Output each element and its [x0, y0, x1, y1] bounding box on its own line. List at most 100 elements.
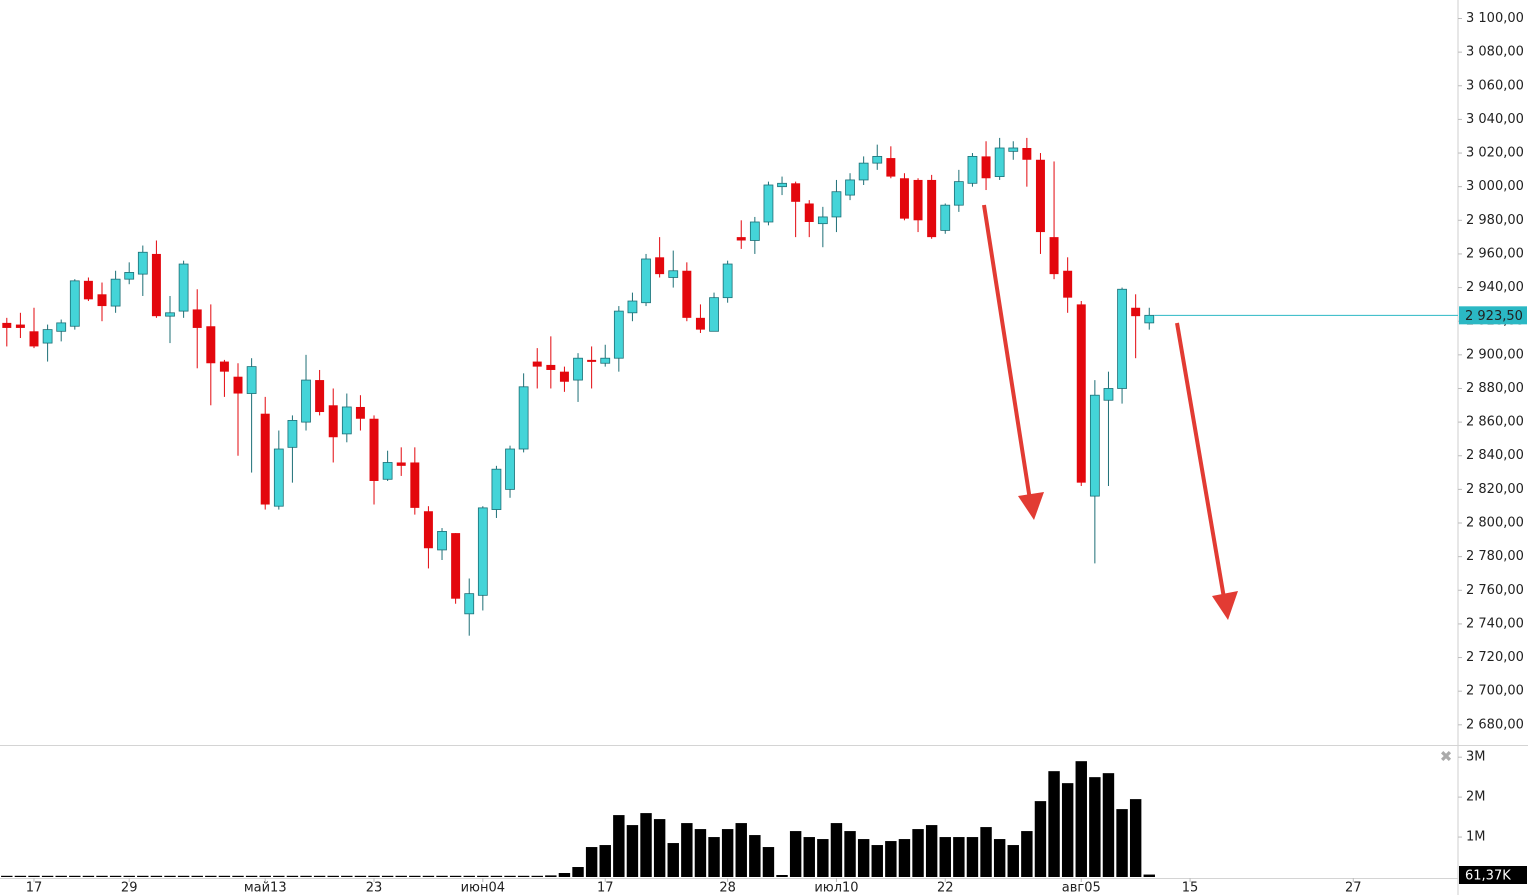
y-tick-label: 3 020,00	[1466, 146, 1524, 161]
candle-body	[940, 204, 951, 231]
volume-bar	[993, 839, 1006, 877]
volume-bar	[694, 829, 707, 877]
volume-bar	[69, 875, 81, 877]
volume-bar	[1, 875, 13, 877]
volume-bar	[1143, 874, 1155, 877]
volume-bar	[96, 875, 108, 877]
candle-body	[763, 184, 774, 223]
candle-body	[777, 182, 787, 188]
volume-bar	[504, 875, 516, 877]
x-tick-label: 28	[719, 881, 736, 895]
candle-body	[695, 317, 705, 330]
candle-body	[831, 191, 842, 218]
x-tick-label: 27	[1345, 881, 1362, 895]
volume-bar	[286, 875, 299, 877]
candle-body	[1008, 147, 1019, 152]
volume-bar	[123, 875, 135, 877]
volume-bar	[55, 875, 67, 877]
x-tick-label: 15	[1182, 881, 1199, 895]
candle-body	[178, 263, 189, 312]
volume-bar	[477, 875, 489, 877]
y-tick-label: 2 760,00	[1466, 583, 1524, 598]
y-tick-label: 1M	[1466, 830, 1486, 845]
volume-bar	[857, 839, 870, 877]
candle-body	[749, 221, 760, 241]
last-price-label: 2 923,50	[1465, 309, 1523, 324]
volume-bar	[585, 847, 598, 877]
volume-bar	[966, 837, 979, 877]
volume-bar	[1089, 777, 1101, 877]
y-tick-label: 3 040,00	[1466, 112, 1524, 127]
volume-bar	[191, 875, 203, 877]
volume-bar	[164, 875, 176, 877]
volume-bar	[41, 875, 54, 877]
volume-bar	[354, 875, 367, 877]
candle-body	[1117, 288, 1127, 389]
candle-body	[477, 507, 488, 596]
candle-body	[858, 162, 869, 181]
candle-body	[42, 329, 53, 344]
volume-bar	[1061, 783, 1074, 877]
y-tick-label: 2 900,00	[1466, 347, 1524, 362]
volume-bar	[341, 875, 353, 877]
candle-body	[83, 280, 93, 300]
candle-body	[233, 376, 243, 394]
candle-body	[355, 406, 365, 419]
candle-body	[1089, 394, 1100, 497]
volume-bar	[613, 815, 625, 877]
volume-bar	[545, 875, 557, 877]
volume-bar	[789, 831, 802, 877]
volume-bar	[721, 829, 734, 877]
candle-body	[886, 158, 896, 177]
candle-body	[1103, 388, 1114, 401]
close-icon[interactable]: ✖	[1440, 748, 1453, 766]
volume-bar	[1034, 801, 1047, 877]
volume-bar	[912, 829, 924, 877]
volume-bar	[531, 875, 543, 877]
volume-bar	[817, 839, 829, 877]
candle-body	[341, 406, 352, 435]
candle-body	[15, 324, 25, 328]
volume-bar	[82, 875, 95, 877]
last-price-box	[1459, 306, 1527, 325]
volume-bar	[313, 875, 326, 877]
candle-body	[69, 280, 80, 327]
volume-bar	[14, 875, 27, 877]
volume-bar	[708, 837, 720, 877]
volume-bar	[626, 825, 639, 877]
candle-body	[110, 278, 121, 307]
candle-body	[722, 263, 733, 299]
y-tick-label: 2 780,00	[1466, 549, 1524, 564]
y-tick-label: 2 940,00	[1466, 280, 1524, 295]
y-tick-label: 2 820,00	[1466, 482, 1524, 497]
candle-body	[655, 257, 665, 275]
candle-body	[410, 462, 420, 508]
candle-body	[137, 251, 148, 275]
volume-bar	[1116, 809, 1128, 877]
volume-bar	[599, 845, 611, 877]
candle-body	[206, 326, 216, 364]
y-tick-label: 2 740,00	[1466, 616, 1524, 631]
volume-bar	[395, 875, 407, 877]
x-tick-label: 29	[121, 881, 138, 895]
volume-bar	[109, 875, 122, 877]
volume-bar	[1129, 799, 1142, 877]
volume-bar	[517, 875, 530, 877]
candle-body	[1063, 270, 1073, 298]
candle-body	[627, 300, 638, 314]
candle-body	[613, 310, 624, 359]
candle-body	[505, 448, 515, 490]
candle-body	[573, 357, 583, 381]
candle-body	[451, 533, 461, 599]
last-volume-label: 61,37K	[1465, 869, 1511, 884]
volume-bar	[1102, 773, 1115, 877]
candle-body	[967, 155, 978, 184]
candle-body	[2, 322, 12, 328]
candle-body	[192, 309, 202, 328]
volume-bar	[762, 847, 775, 877]
volume-bar	[368, 875, 380, 877]
volume-bar	[871, 845, 883, 877]
candle-body	[736, 237, 746, 241]
